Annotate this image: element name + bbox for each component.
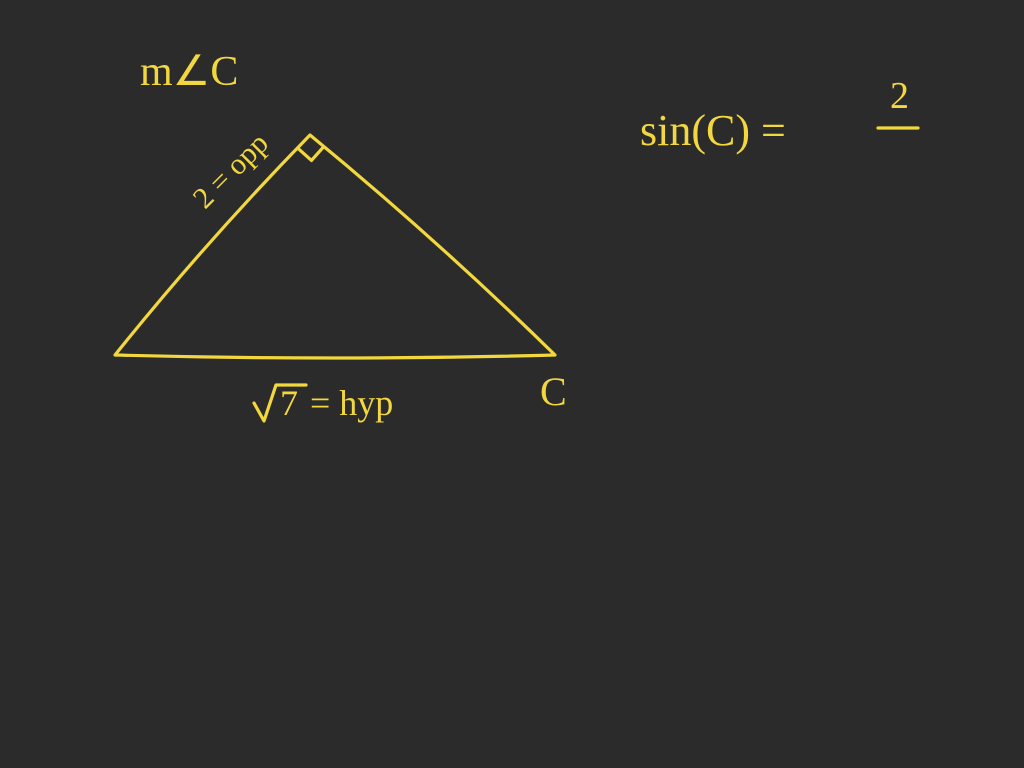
- label-hyp-radicand: 7: [280, 383, 298, 423]
- label-opposite-side: 2 = opp: [187, 127, 275, 215]
- label-angle-measure: m∠C: [140, 49, 238, 95]
- triangle: [115, 135, 555, 358]
- label-hyp-rest: = hyp: [310, 383, 393, 423]
- label-hypotenuse: 7 = hyp: [254, 383, 393, 423]
- right-angle-marker: [298, 147, 323, 160]
- equation-numerator: 2: [890, 75, 909, 117]
- whiteboard-scene: m∠C 2 = opp 7 = hyp C sin(C) = 2: [0, 0, 1024, 768]
- equation-lhs: sin(C) =: [640, 106, 786, 155]
- label-vertex-c: C: [540, 369, 567, 414]
